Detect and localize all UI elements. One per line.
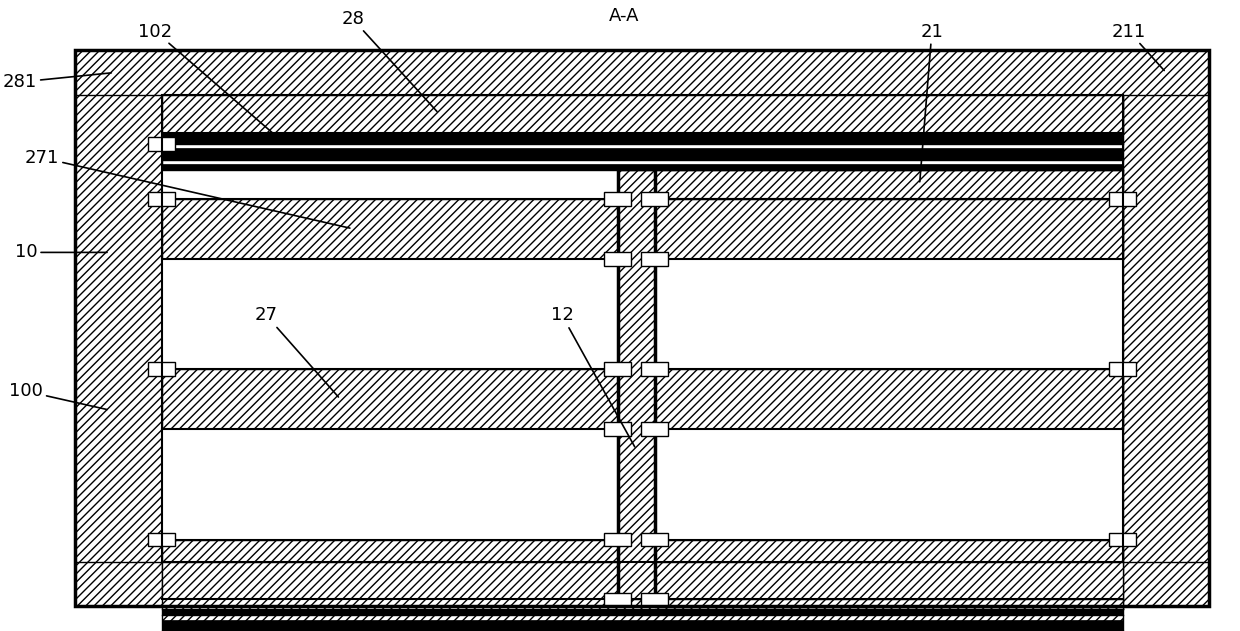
Bar <box>604 192 631 206</box>
Bar <box>618 170 655 599</box>
Bar <box>604 593 631 606</box>
Bar <box>161 95 1123 133</box>
Text: 271: 271 <box>25 149 350 228</box>
Text: 10: 10 <box>15 244 107 261</box>
Bar <box>161 148 1123 160</box>
Bar <box>161 609 1123 615</box>
Bar <box>161 259 1123 369</box>
Bar <box>161 369 618 429</box>
Text: 27: 27 <box>255 307 339 397</box>
Text: 211: 211 <box>1112 23 1164 71</box>
Bar <box>161 429 1123 540</box>
Bar <box>161 170 618 199</box>
Bar <box>76 562 1209 606</box>
Bar <box>1110 362 1137 376</box>
Bar <box>76 50 161 606</box>
Bar <box>641 192 668 206</box>
Text: 21: 21 <box>920 23 944 182</box>
Bar <box>655 170 1123 199</box>
Bar <box>655 540 1123 599</box>
Bar <box>1110 192 1137 206</box>
Bar <box>161 164 1123 170</box>
Bar <box>76 50 1209 606</box>
Bar <box>148 362 175 376</box>
Bar <box>641 362 668 376</box>
Bar <box>641 593 668 606</box>
Bar <box>655 199 1123 259</box>
Bar <box>148 533 175 546</box>
Bar <box>641 533 668 546</box>
Bar <box>161 562 1123 631</box>
Bar <box>641 252 668 266</box>
Bar <box>641 422 668 436</box>
Bar <box>161 199 618 259</box>
Bar <box>1123 50 1209 606</box>
Bar <box>148 192 175 206</box>
Text: 281: 281 <box>2 73 112 91</box>
Text: 12: 12 <box>551 307 635 447</box>
Bar <box>148 137 175 151</box>
Bar <box>76 50 1209 95</box>
Bar <box>161 599 618 609</box>
Bar <box>604 422 631 436</box>
Bar <box>604 362 631 376</box>
Bar <box>161 95 1123 562</box>
Bar <box>655 599 1123 609</box>
Bar <box>161 133 1123 144</box>
Bar <box>604 533 631 546</box>
Text: 28: 28 <box>341 10 436 112</box>
Text: A-A: A-A <box>609 7 639 25</box>
Bar <box>161 540 618 599</box>
Bar <box>604 252 631 266</box>
Bar <box>161 620 1123 631</box>
Text: 102: 102 <box>139 23 277 136</box>
Bar <box>1110 533 1137 546</box>
Text: 100: 100 <box>9 382 107 410</box>
Bar <box>655 369 1123 429</box>
